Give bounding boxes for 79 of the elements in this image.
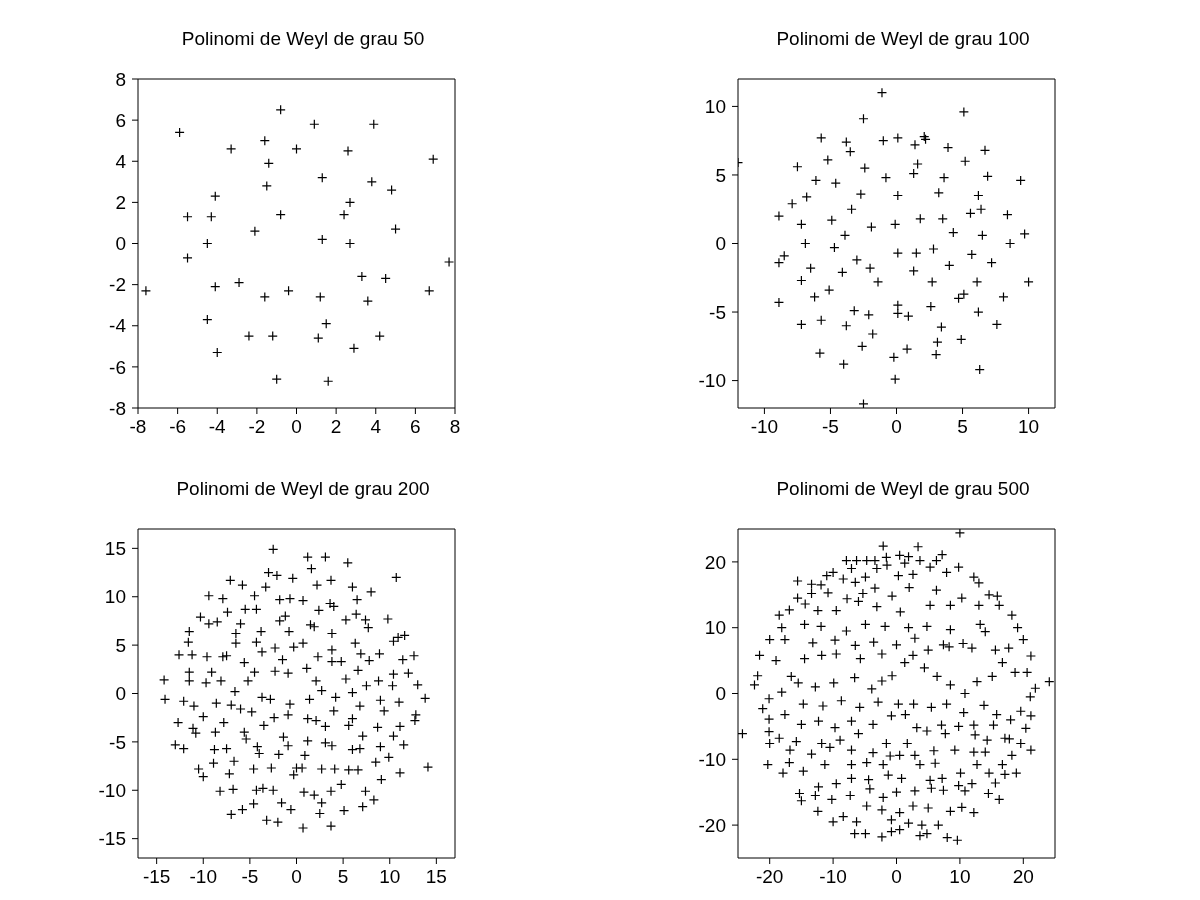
point bbox=[249, 226, 260, 237]
y-tick-label: 0 bbox=[115, 683, 126, 705]
x-tick-label: 8 bbox=[449, 416, 461, 438]
x-tick-label: -5 bbox=[241, 866, 259, 888]
x-tick-label: 0 bbox=[891, 416, 902, 438]
chart-title: Polinomi de Weyl de grau 500 bbox=[775, 478, 1031, 501]
y-tick-label: 8 bbox=[115, 68, 126, 90]
point bbox=[261, 180, 272, 192]
y-tick-label: -10 bbox=[98, 780, 126, 802]
y-tick-label: -4 bbox=[109, 315, 127, 337]
point bbox=[315, 291, 326, 303]
point bbox=[140, 285, 152, 296]
x-tick-label: -6 bbox=[169, 416, 187, 438]
y-tick-label: 6 bbox=[115, 109, 126, 131]
point bbox=[182, 252, 193, 263]
y-tick-label: 20 bbox=[704, 551, 726, 573]
y-tick-label: 0 bbox=[715, 233, 726, 255]
chart-title: Polinomi de Weyl de grau 200 bbox=[175, 478, 431, 501]
x-tick-label: -10 bbox=[189, 866, 217, 888]
y-tick-label: -20 bbox=[698, 814, 726, 836]
point bbox=[243, 330, 255, 342]
x-tick-label: -10 bbox=[750, 416, 779, 438]
y-tick-label: 10 bbox=[704, 96, 726, 118]
x-tick-label: -2 bbox=[248, 416, 266, 438]
y-tick-label: 10 bbox=[704, 617, 726, 639]
point bbox=[443, 256, 455, 268]
y-tick-label: -10 bbox=[698, 370, 726, 392]
x-tick-label: -15 bbox=[142, 866, 171, 888]
y-tick-label: 10 bbox=[104, 586, 126, 608]
x-tick-label: 0 bbox=[291, 866, 302, 888]
y-tick-label: -10 bbox=[698, 749, 726, 771]
point bbox=[342, 145, 354, 157]
point bbox=[348, 343, 360, 354]
x-tick-label: -8 bbox=[129, 416, 147, 438]
point bbox=[344, 197, 356, 208]
point bbox=[226, 143, 237, 155]
y-tick-label: -15 bbox=[98, 828, 126, 850]
x-tick-label: 0 bbox=[291, 416, 302, 438]
x-tick-label: 6 bbox=[410, 416, 421, 438]
x-tick-label: -20 bbox=[755, 866, 784, 888]
point bbox=[291, 143, 302, 155]
x-tick-label: 10 bbox=[949, 866, 971, 888]
point bbox=[390, 224, 401, 235]
point bbox=[313, 332, 324, 344]
x-tick-label: 2 bbox=[330, 416, 342, 438]
x-tick-label: 20 bbox=[1012, 866, 1034, 888]
y-tick-label: 4 bbox=[115, 150, 127, 172]
point bbox=[362, 295, 373, 307]
y-tick-label: 5 bbox=[115, 634, 126, 656]
chart-title: Polinomi de Weyl de grau 50 bbox=[180, 28, 426, 51]
point bbox=[344, 238, 356, 249]
y-tick-label: -5 bbox=[709, 301, 726, 323]
x-tick-label: 10 bbox=[379, 866, 401, 888]
x-tick-label: 5 bbox=[337, 866, 349, 888]
y-tick-label: 5 bbox=[715, 164, 726, 186]
y-tick-label: 2 bbox=[115, 192, 126, 214]
y-tick-label: 0 bbox=[115, 233, 126, 255]
chart-title: Polinomi de Weyl de grau 100 bbox=[775, 28, 1031, 51]
y-tick-label: -8 bbox=[109, 397, 126, 419]
x-tick-label: 0 bbox=[891, 866, 902, 888]
x-tick-label: 4 bbox=[370, 416, 382, 438]
point bbox=[267, 330, 278, 342]
point bbox=[338, 209, 350, 220]
y-tick-label: -6 bbox=[109, 356, 126, 378]
x-tick-label: 10 bbox=[1018, 416, 1040, 438]
x-tick-label: 15 bbox=[425, 866, 447, 888]
x-tick-label: -5 bbox=[822, 416, 839, 438]
y-tick-label: -2 bbox=[109, 274, 126, 296]
point bbox=[386, 184, 397, 196]
x-tick-label: 5 bbox=[957, 416, 968, 438]
y-tick-label: -5 bbox=[109, 731, 126, 753]
y-tick-label: 0 bbox=[715, 683, 726, 705]
x-tick-label: -4 bbox=[208, 416, 227, 438]
y-tick-label: 15 bbox=[104, 538, 126, 560]
point bbox=[259, 291, 270, 303]
x-tick-label: -10 bbox=[819, 866, 847, 888]
point bbox=[356, 271, 367, 282]
point bbox=[374, 330, 385, 342]
point bbox=[233, 277, 245, 288]
